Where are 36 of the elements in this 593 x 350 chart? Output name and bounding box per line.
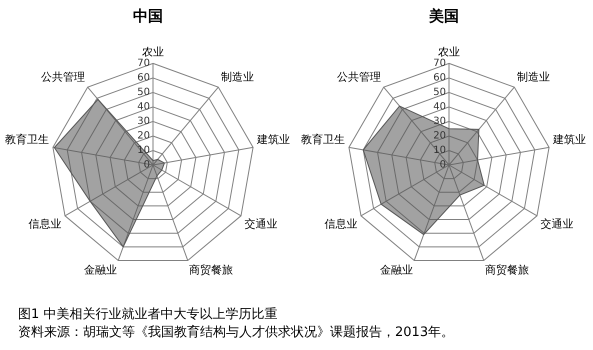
- spoke-label: 商贸餐旅: [485, 264, 530, 277]
- spoke-label: 金融业: [84, 264, 117, 277]
- chart-title: 美国: [428, 6, 459, 25]
- y-tick-label: 40: [433, 102, 446, 113]
- spoke-label: 交通业: [244, 217, 278, 230]
- y-tick-label: 30: [137, 116, 150, 128]
- spoke-label: 商贸餐旅: [189, 264, 234, 277]
- y-tick-label: 20: [137, 130, 150, 142]
- y-tick-label: 60: [433, 72, 446, 84]
- chart-title: 中国: [133, 6, 163, 25]
- spoke-label: 制造业: [220, 70, 254, 84]
- spoke-label: 制造业: [516, 70, 550, 84]
- y-tick-label: 60: [137, 72, 150, 84]
- spoke-label: 公共管理: [41, 70, 86, 84]
- y-tick-label: 0: [440, 160, 446, 171]
- y-tick-label: 50: [433, 87, 446, 98]
- y-tick-label: 20: [433, 130, 446, 142]
- spoke-label: 建筑业: [256, 132, 290, 146]
- y-tick-label: 70: [137, 58, 150, 69]
- y-tick-label: 50: [137, 87, 150, 98]
- spoke-label: 教育卫生: [5, 132, 49, 146]
- y-tick-label: 0: [144, 160, 150, 171]
- caption: 图1 中美相关行业就业者中大专以上学历比重: [18, 306, 278, 324]
- y-tick-label: 10: [433, 145, 446, 156]
- spoke-label: 建筑业: [552, 132, 586, 146]
- spoke-label: 信息业: [28, 217, 62, 230]
- y-tick-label: 40: [137, 102, 150, 113]
- spoke-label: 交通业: [540, 217, 574, 230]
- spoke-label: 教育卫生: [301, 132, 345, 146]
- spoke-label: 农业: [438, 46, 460, 59]
- spoke-label: 公共管理: [337, 70, 382, 84]
- spoke-label: 金融业: [380, 264, 413, 277]
- spoke-label: 信息业: [324, 217, 358, 230]
- spoke-label: 农业: [142, 46, 164, 59]
- y-tick-label: 70: [433, 58, 446, 69]
- text: 资料来源：胡瑞文等《我国教育结构与人才供求状况》课题报告，2013年。: [18, 324, 454, 342]
